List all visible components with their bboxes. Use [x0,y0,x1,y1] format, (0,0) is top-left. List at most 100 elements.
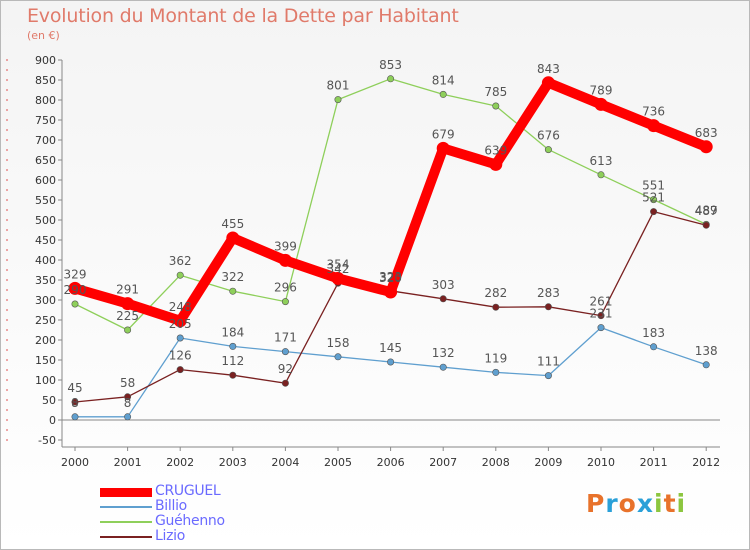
data-point [492,368,500,376]
series-line-cruguel [70,77,712,326]
data-label: 126 [169,349,192,363]
data-label: 683 [695,126,718,140]
data-point [173,314,187,328]
data-point [702,361,710,369]
y-tick-label: 150 [35,354,56,367]
data-label: 138 [695,344,718,358]
data-point [278,253,292,267]
chart-title: Evolution du Montant de la Dette par Hab… [27,5,459,27]
x-tick-label: 2005 [324,456,352,469]
data-point [68,281,82,295]
data-label: 303 [432,278,455,292]
data-point [492,303,500,311]
logo-letter: r [605,489,619,518]
data-point [384,285,398,299]
data-point [544,146,552,154]
data-point [176,334,184,342]
logo-letter: i [654,489,664,518]
data-label: 45 [67,381,82,395]
data-label: 132 [432,346,455,360]
data-point [71,413,79,421]
y-tick-label: 400 [35,254,56,267]
logo-letter: i [676,489,687,518]
legend-item: CRUGUEL [100,483,300,500]
data-point [176,366,184,374]
data-point [650,343,658,351]
data-label: 323 [379,270,402,284]
data-label: 613 [590,154,613,168]
data-label: 111 [537,355,560,369]
x-tick-label: 2003 [219,456,247,469]
data-label: 676 [537,129,560,143]
data-point [331,271,345,285]
data-label: 329 [64,267,87,281]
data-point [229,371,237,379]
y-tick-label: 850 [35,74,56,87]
y-tick-label: 200 [35,334,56,347]
data-point [124,413,132,421]
data-label: 92 [278,362,293,376]
data-label: 455 [221,217,244,231]
y-tick-label: 100 [35,374,56,387]
proxiti-logo: Proxiti [586,489,686,518]
data-label: 291 [116,283,139,297]
x-tick-label: 2001 [114,456,142,469]
data-label: 639 [484,143,507,157]
data-point [71,300,79,308]
data-label: 320 [379,271,402,285]
y-tick-label: 350 [35,274,56,287]
legend-swatch [100,536,152,538]
data-point [176,271,184,279]
data-label: 322 [221,270,244,284]
data-point [387,75,395,83]
x-tick-label: 2000 [61,456,89,469]
legend-label: Billio [155,498,187,514]
legend: CRUGUEL Billio Guéhenno Lizio [100,483,300,545]
data-label: 183 [642,326,665,340]
y-tick-label: 500 [35,214,56,227]
x-tick-label: 2006 [377,456,405,469]
legend-label: Lizio [155,528,185,544]
data-point [489,157,503,171]
data-label: 399 [274,239,297,253]
legend-swatch [100,487,152,497]
data-label: 8 [124,396,132,410]
data-point [702,221,710,229]
y-tick-label: 750 [35,114,56,127]
data-point [71,398,79,406]
data-point [541,76,555,90]
legend-label: CRUGUEL [155,483,221,499]
x-tick-label: 2004 [271,456,299,469]
data-point [544,303,552,311]
y-tick-label: 600 [35,174,56,187]
data-label: 119 [484,351,507,365]
data-point [492,102,500,110]
data-point [281,298,289,306]
data-point [229,342,237,350]
data-point [594,97,608,111]
y-tick-label: 50 [42,394,56,407]
data-point [597,312,605,320]
x-tick-label: 2012 [692,456,720,469]
logo-letter: t [663,489,677,518]
data-label: 231 [590,307,613,321]
y-tick-label: 300 [35,294,56,307]
data-label: 205 [169,317,192,331]
data-label: 814 [432,73,455,87]
data-label: 184 [221,325,244,339]
data-point [699,140,713,154]
data-label: 736 [642,105,665,119]
x-tick-label: 2010 [587,456,615,469]
data-point [436,141,450,155]
data-label: 225 [116,309,139,323]
data-label: 521 [642,191,665,205]
legend-label: Guéhenno [155,513,225,529]
data-label: 489 [695,203,718,217]
logo-letter: x [636,489,654,518]
data-point [597,171,605,179]
data-label: 789 [590,83,613,97]
data-label: 8 [71,396,79,410]
data-point [439,363,447,371]
data-point [647,119,661,133]
